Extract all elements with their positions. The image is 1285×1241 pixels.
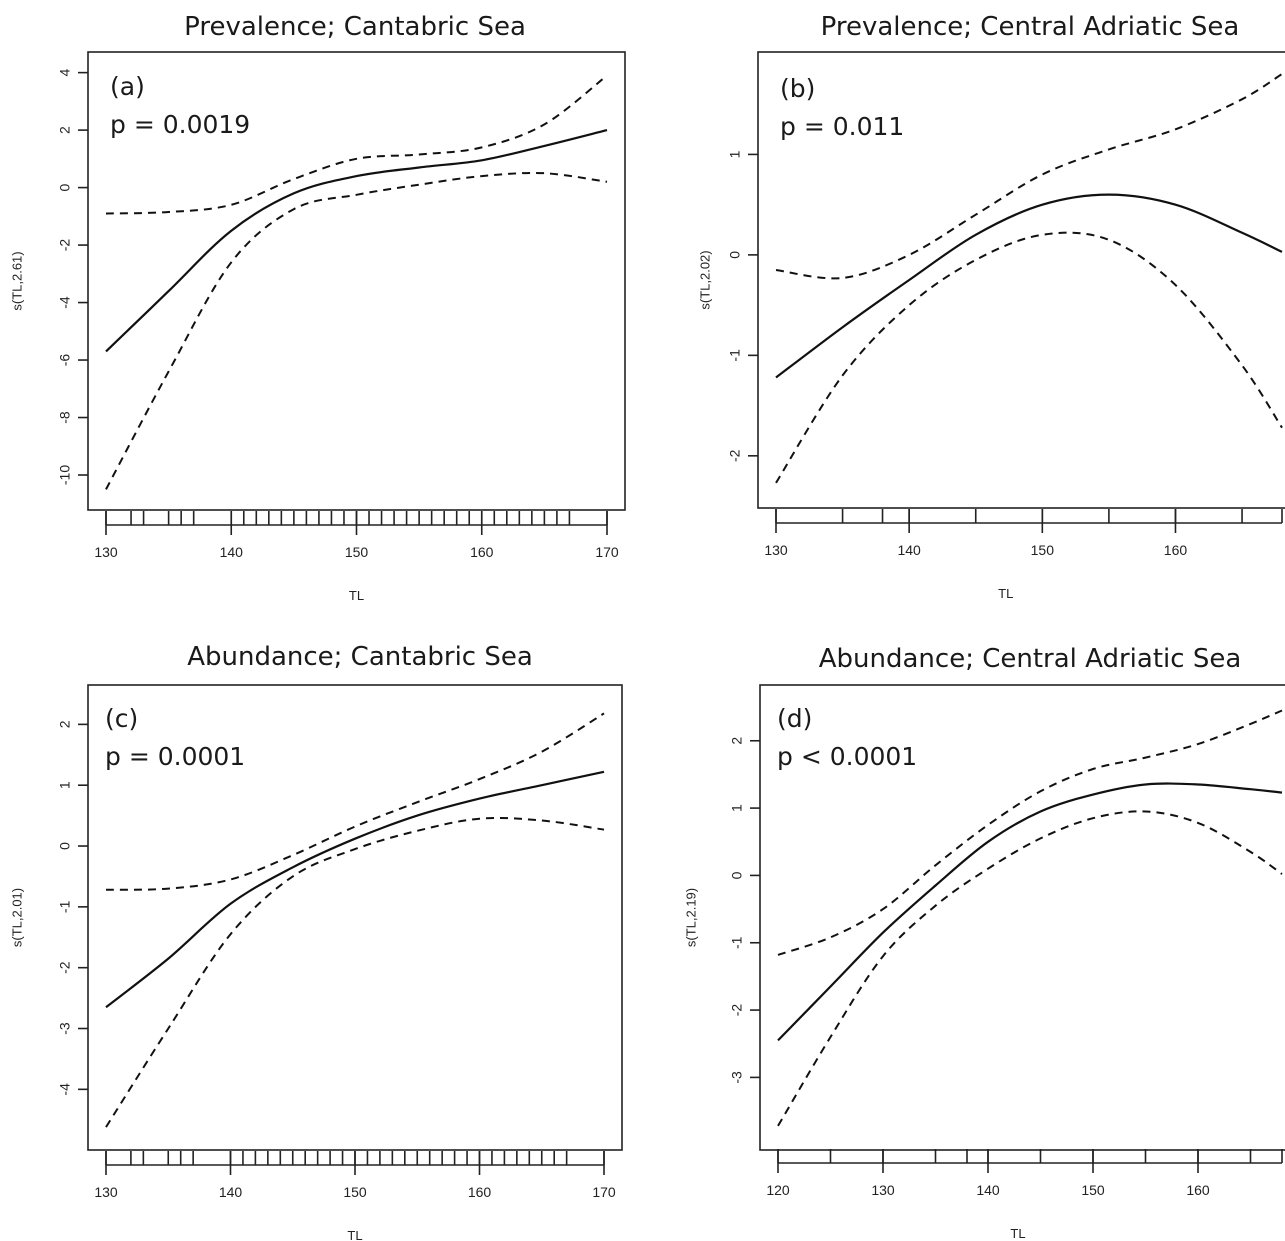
plot-area: -10 -8 -6 -4 -2 0 2 4 130 140 150 160 170 <box>57 51 626 560</box>
y-tick-label: 0 <box>729 871 745 879</box>
x-tick-label: 140 <box>976 1182 1000 1198</box>
panel-title: Abundance; Cantabric Sea <box>187 642 533 672</box>
x-tick-label: 160 <box>1186 1182 1210 1198</box>
y-tick-label: 1 <box>57 781 73 789</box>
panel-d: Abundance; Central Adriatic Sea -3 -2 -1 0 1… <box>684 644 1285 1241</box>
panel-title: Prevalence; Central Adriatic Sea <box>821 12 1240 42</box>
panel-letter: (b) <box>780 74 815 103</box>
plot-area: -3 -2 -1 0 1 2 120 130 140 150 160 <box>729 684 1285 1198</box>
y-tick-label: -8 <box>57 411 73 424</box>
upper-confidence-line <box>775 73 1283 280</box>
y-axis-label: s(TL,2.19) <box>684 888 699 947</box>
x-tick-label: 120 <box>766 1182 790 1198</box>
y-tick-label: -1 <box>727 349 743 362</box>
y-tick-label: -3 <box>729 1071 745 1084</box>
upper-confidence-line <box>105 712 605 891</box>
x-tick-label: 160 <box>1164 542 1188 558</box>
lower-confidence-line <box>777 810 1283 1127</box>
x-axis-label: TL <box>1010 1226 1025 1241</box>
panel-letter: (a) <box>110 72 145 101</box>
y-tick-label: 1 <box>727 150 743 158</box>
fitted-smooth-line <box>777 782 1283 1042</box>
plot-frame <box>759 684 1285 1151</box>
x-axis-label: TL <box>349 588 364 603</box>
panel-title: Abundance; Central Adriatic Sea <box>819 644 1242 674</box>
lower-confidence-line <box>105 171 608 490</box>
x-tick-label: 150 <box>343 1184 367 1200</box>
x-tick-label: 150 <box>1031 542 1055 558</box>
panel-a: Prevalence; Cantabric Sea -10 -8 -6 -4 -2 0 2 4… <box>10 12 626 603</box>
plot-frame <box>87 51 626 511</box>
x-tick-label: 140 <box>220 544 244 560</box>
y-tick-label: -4 <box>57 1083 73 1096</box>
y-tick-label: -2 <box>727 449 743 462</box>
upper-confidence-line <box>777 709 1283 956</box>
lower-confidence-line <box>775 231 1283 484</box>
panel-b: Prevalence; Central Adriatic Sea -2 -1 0 1 1… <box>698 12 1285 601</box>
upper-confidence-line <box>105 74 608 215</box>
y-tick-label: -10 <box>57 465 73 485</box>
x-tick-label: 140 <box>219 1184 243 1200</box>
panel-letter: (c) <box>105 704 138 733</box>
plot-frame <box>757 51 1285 509</box>
y-tick-label: -4 <box>57 296 73 309</box>
x-tick-label: 130 <box>764 542 788 558</box>
fitted-smooth-line <box>105 129 608 353</box>
fitted-smooth-line <box>775 193 1283 379</box>
p-value-annotation: p = 0.0001 <box>105 742 245 771</box>
x-tick-label: 130 <box>94 544 118 560</box>
panel-title: Prevalence; Cantabric Sea <box>184 12 526 42</box>
x-tick-label: 170 <box>592 1184 616 1200</box>
lower-confidence-line <box>105 816 605 1128</box>
fitted-smooth-line <box>105 770 605 1009</box>
y-tick-label: -6 <box>57 354 73 367</box>
x-axis-label: TL <box>347 1228 362 1241</box>
y-tick-label: 4 <box>57 69 73 77</box>
plot-area: -4 -3 -2 -1 0 1 2 130 140 150 160 170 <box>57 684 623 1200</box>
y-tick-label: -3 <box>57 1022 73 1035</box>
plot-area: -2 -1 0 1 130 140 150 160 <box>727 51 1285 558</box>
x-tick-label: 130 <box>94 1184 118 1200</box>
plot-frame <box>87 684 623 1151</box>
x-tick-label: 160 <box>470 544 494 560</box>
y-axis-label: s(TL,2.01) <box>10 888 25 947</box>
y-tick-label: 0 <box>727 251 743 259</box>
p-value-annotation: p = 0.0019 <box>110 110 250 139</box>
y-tick-label: -2 <box>57 961 73 974</box>
x-tick-label: 170 <box>595 544 619 560</box>
p-value-annotation: p < 0.0001 <box>777 742 917 771</box>
p-value-annotation: p = 0.011 <box>780 112 904 141</box>
y-axis-label: s(TL,2.02) <box>698 250 713 309</box>
y-tick-label: 0 <box>57 842 73 850</box>
y-tick-label: 0 <box>57 183 73 191</box>
x-tick-label: 150 <box>1081 1182 1105 1198</box>
panel-c: Abundance; Cantabric Sea -4 -3 -2 -1 0 1 2 130 1… <box>10 642 623 1241</box>
y-tick-label: -2 <box>729 1004 745 1017</box>
x-tick-label: 150 <box>345 544 369 560</box>
y-tick-label: -1 <box>57 900 73 913</box>
y-tick-label: 2 <box>57 720 73 728</box>
y-axis-label: s(TL,2.61) <box>10 251 25 310</box>
x-axis-label: TL <box>998 586 1013 601</box>
y-tick-label: 2 <box>729 737 745 745</box>
x-tick-label: 140 <box>897 542 921 558</box>
panel-letter: (d) <box>777 704 812 733</box>
y-tick-label: 1 <box>729 804 745 812</box>
y-tick-label: -1 <box>729 936 745 949</box>
x-tick-label: 130 <box>871 1182 895 1198</box>
y-tick-label: 2 <box>57 126 73 134</box>
y-tick-label: -2 <box>57 239 73 252</box>
x-tick-label: 160 <box>468 1184 492 1200</box>
